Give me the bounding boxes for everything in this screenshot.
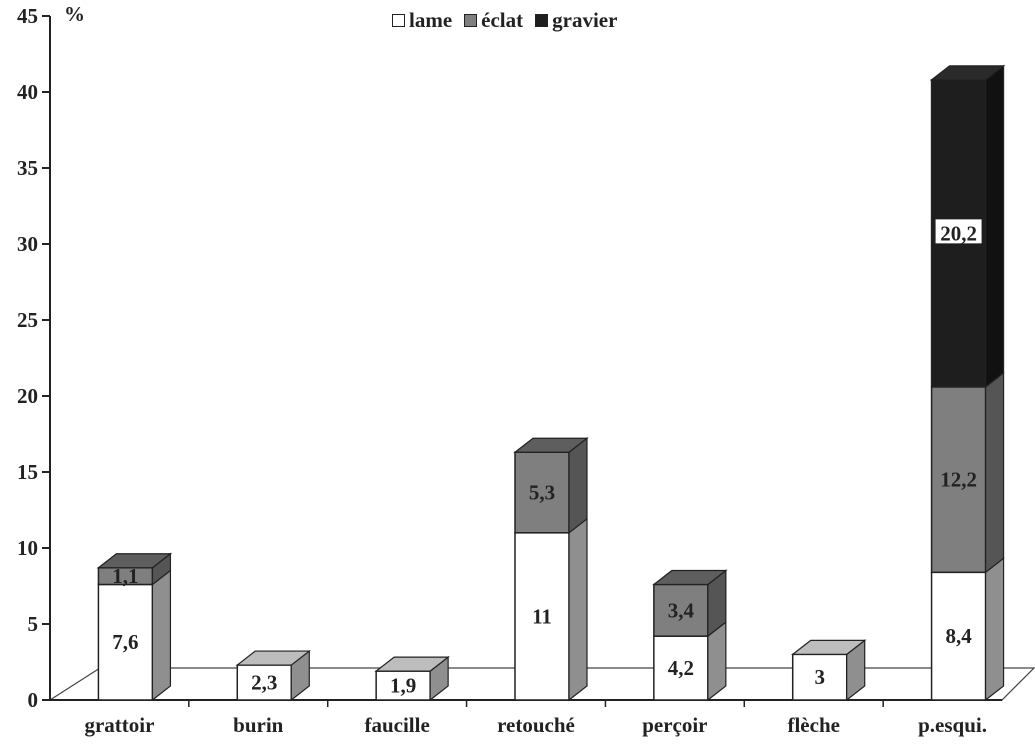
bar-side-éclat-6 bbox=[986, 373, 1004, 572]
data-label-lame-5: 3 bbox=[814, 665, 825, 689]
legend-swatch-gravier bbox=[535, 14, 548, 27]
bar-side-éclat-3 bbox=[569, 438, 587, 533]
x-tick-label-2: faucille bbox=[364, 713, 429, 737]
y-tick-label-0: 0 bbox=[28, 688, 39, 712]
y-tick-label-45: 45 bbox=[17, 4, 38, 28]
data-label-lame-1: 2,3 bbox=[251, 671, 277, 695]
x-tick-label-4: perçoir bbox=[642, 713, 707, 737]
legend-label-eclat: éclat bbox=[481, 8, 523, 33]
y-tick-label-25: 25 bbox=[17, 308, 38, 332]
y-tick-label-10: 10 bbox=[17, 536, 38, 560]
x-tick-label-1: burin bbox=[233, 713, 284, 737]
legend-label-gravier: gravier bbox=[552, 8, 617, 33]
bar-side-gravier-6 bbox=[986, 66, 1004, 387]
legend-swatch-eclat bbox=[464, 14, 477, 27]
data-label-lame-6: 8,4 bbox=[945, 624, 972, 648]
data-label-lame-4: 4,2 bbox=[668, 656, 694, 680]
legend-item-gravier: gravier bbox=[535, 8, 617, 33]
data-label-éclat-3: 5,3 bbox=[529, 481, 555, 505]
bar-side-lame-6 bbox=[986, 558, 1004, 700]
legend-item-lame: lame bbox=[392, 8, 452, 33]
legend-label-lame: lame bbox=[409, 8, 452, 33]
y-tick-label-35: 35 bbox=[17, 156, 38, 180]
legend-item-eclat: éclat bbox=[464, 8, 523, 33]
y-tick-label-5: 5 bbox=[28, 612, 39, 636]
legend: lame éclat gravier bbox=[392, 8, 617, 33]
data-label-lame-0: 7,6 bbox=[112, 630, 138, 654]
data-label-éclat-6: 12,2 bbox=[940, 468, 977, 492]
x-tick-label-6: p.esqui. bbox=[918, 713, 987, 737]
y-tick-label-40: 40 bbox=[17, 80, 38, 104]
data-label-lame-2: 1,9 bbox=[390, 674, 416, 698]
x-tick-label-5: flèche bbox=[787, 713, 839, 737]
data-label-éclat-4: 3,4 bbox=[668, 598, 695, 622]
y-tick-label-15: 15 bbox=[17, 460, 38, 484]
x-tick-label-0: grattoir bbox=[84, 713, 154, 737]
data-label-éclat-0: 1,1 bbox=[112, 564, 138, 588]
legend-swatch-lame bbox=[392, 14, 405, 27]
bar-side-lame-0 bbox=[152, 570, 170, 700]
y-unit-label: % bbox=[64, 2, 85, 27]
data-label-gravier-6: 20,2 bbox=[940, 221, 977, 245]
bar-side-lame-3 bbox=[569, 519, 587, 700]
y-tick-label-20: 20 bbox=[17, 384, 38, 408]
data-label-lame-3: 11 bbox=[532, 604, 552, 628]
y-tick-label-30: 30 bbox=[17, 232, 38, 256]
x-tick-label-3: retouché bbox=[497, 713, 575, 737]
